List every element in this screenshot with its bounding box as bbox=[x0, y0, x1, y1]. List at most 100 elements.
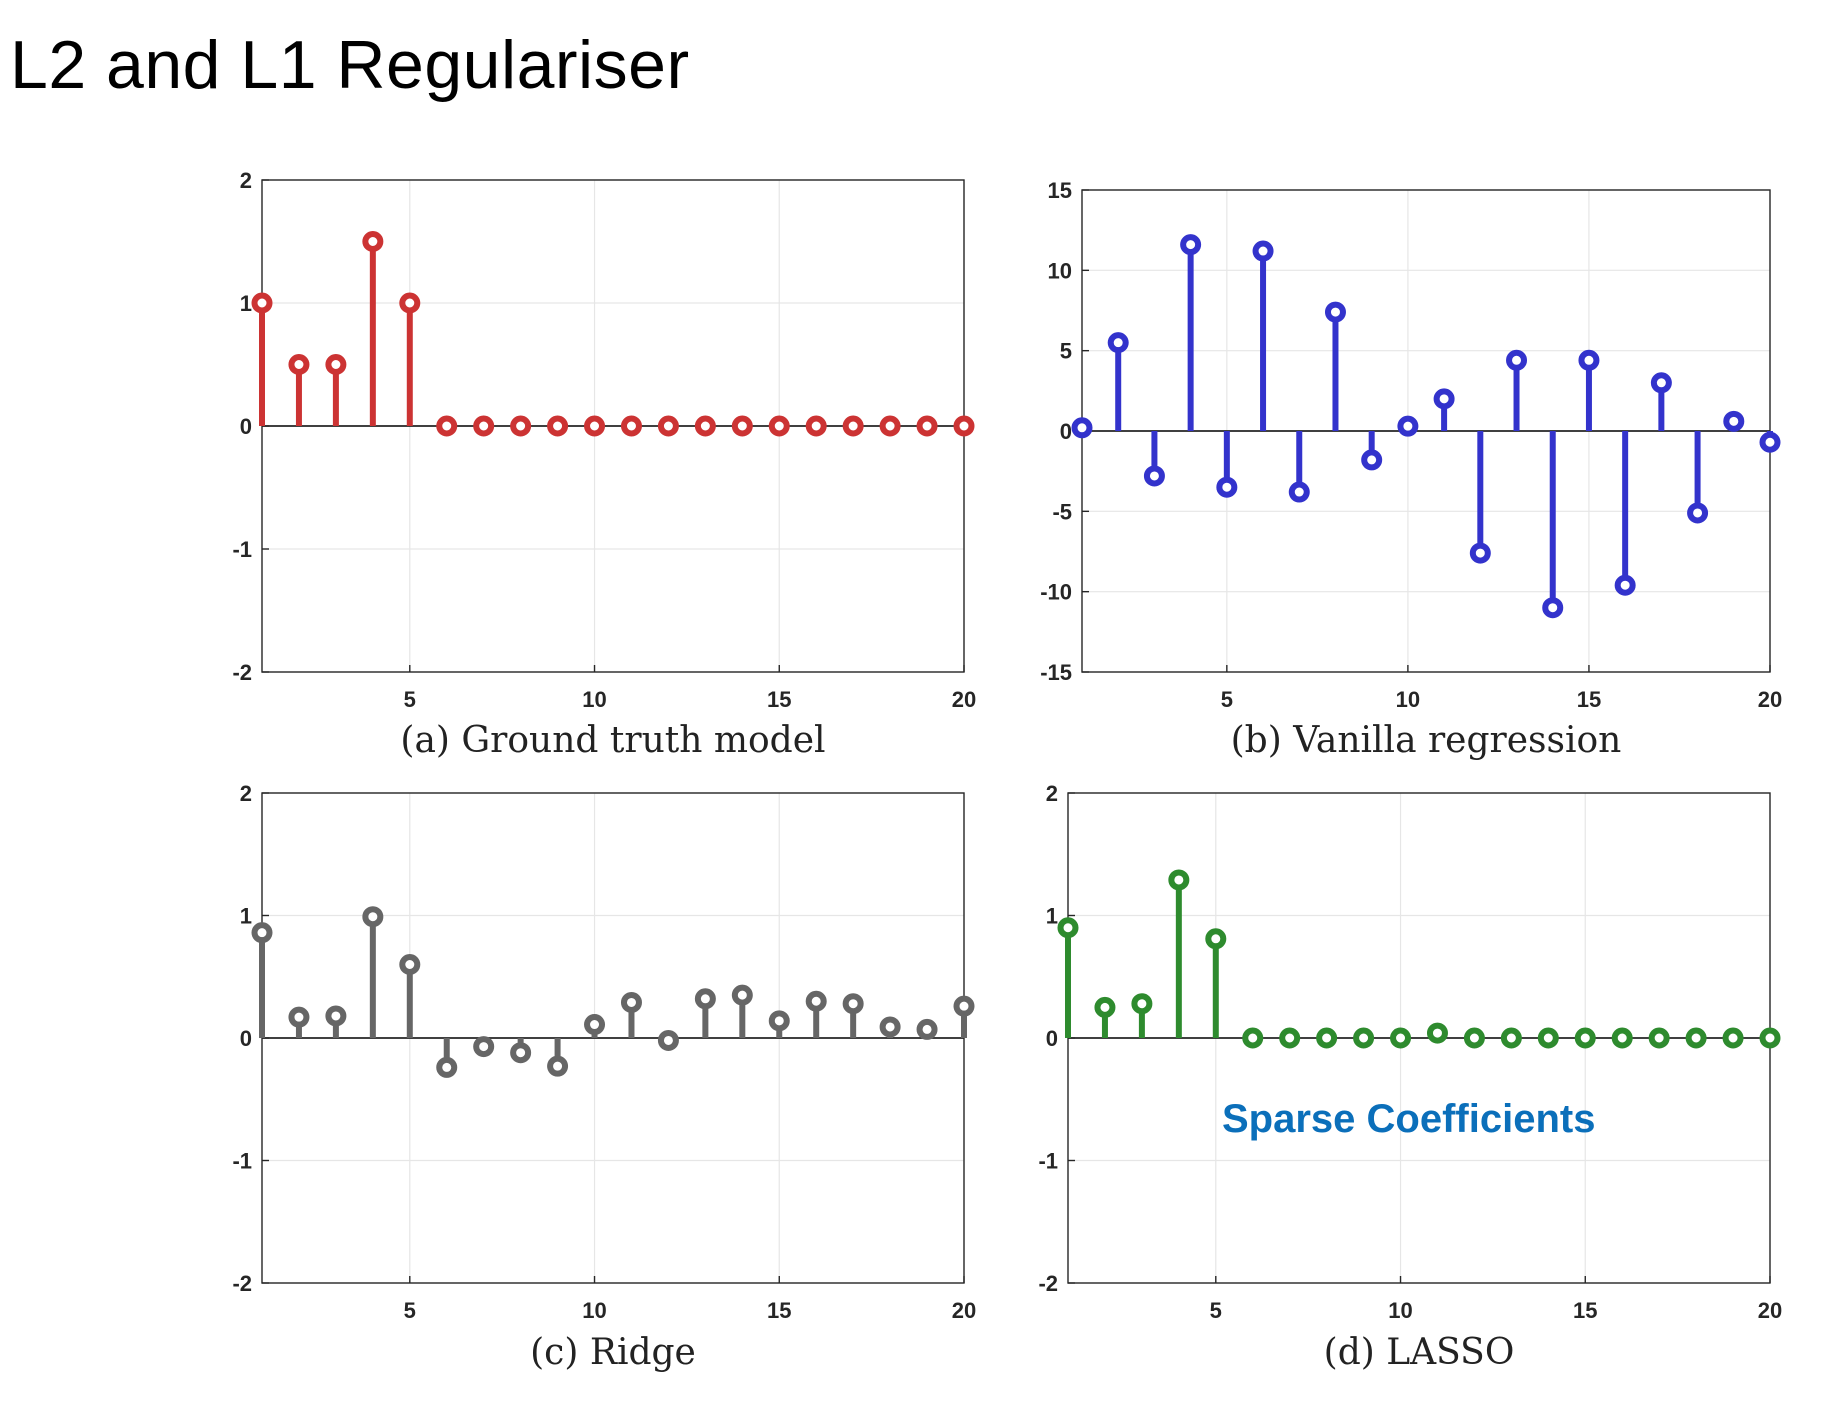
chart-c-point-2 bbox=[288, 1006, 310, 1028]
chart-b-point-18 bbox=[1687, 502, 1709, 524]
chart-b-ytick-0: 0 bbox=[1060, 419, 1072, 444]
chart-c-point-17 bbox=[842, 993, 864, 1015]
chart-d-point-17 bbox=[1648, 1027, 1670, 1049]
chart-c-point-18 bbox=[879, 1016, 901, 1038]
chart-c-xtick-20: 20 bbox=[952, 1298, 976, 1323]
chart-d-point-1 bbox=[1057, 917, 1079, 939]
chart-d-point-8 bbox=[1316, 1027, 1338, 1049]
chart-a-ytick-2: 2 bbox=[240, 168, 252, 193]
chart-c-point-15 bbox=[768, 1010, 790, 1032]
chart-d-point-20 bbox=[1759, 1027, 1781, 1049]
chart-a-point-1 bbox=[251, 292, 273, 314]
chart-c-point-7 bbox=[473, 1036, 495, 1058]
chart-b-xtick-10: 10 bbox=[1396, 687, 1420, 712]
chart-b-caption: (b) Vanilla regression bbox=[1231, 720, 1622, 761]
chart-d-xtick-5: 5 bbox=[1210, 1298, 1222, 1323]
chart-a: 5 10 15 20 -2 -1 0 1 2 (a) Ground truth model bbox=[232, 168, 976, 761]
chart-d-point-6 bbox=[1242, 1027, 1264, 1049]
chart-c-point-8 bbox=[510, 1042, 532, 1064]
chart-d-xtick-10: 10 bbox=[1388, 1298, 1412, 1323]
chart-c-xtick-10: 10 bbox=[582, 1298, 606, 1323]
chart-b-point-15 bbox=[1578, 349, 1600, 371]
chart-d-point-12 bbox=[1463, 1027, 1485, 1049]
chart-d-point-18 bbox=[1685, 1027, 1707, 1049]
chart-c-xtick-15: 15 bbox=[767, 1298, 791, 1323]
chart-a-point-7 bbox=[473, 415, 495, 437]
chart-b: 5 10 15 20 -15 -10 -5 0 5 10 15 (b) Vanilla regress… bbox=[1040, 178, 1782, 761]
chart-a-point-3 bbox=[325, 354, 347, 375]
chart-d: 5 10 15 20 -2 -1 0 1 2 (d) LASSO Sparse Coefficien… bbox=[1038, 781, 1782, 1373]
chart-d-ytick--2: -2 bbox=[1038, 1271, 1058, 1296]
chart-c-point-1 bbox=[251, 922, 273, 944]
chart-c-point-19 bbox=[916, 1018, 938, 1040]
chart-c-ytick-2: 2 bbox=[240, 781, 252, 806]
chart-a-point-18 bbox=[879, 415, 901, 437]
chart-b-point-9 bbox=[1361, 449, 1383, 471]
chart-a-point-14 bbox=[731, 415, 753, 437]
chart-b-point-2 bbox=[1107, 332, 1129, 354]
chart-d-point-16 bbox=[1611, 1027, 1633, 1049]
chart-a-xtick-5: 5 bbox=[404, 687, 416, 712]
chart-b-xtick-20: 20 bbox=[1758, 687, 1782, 712]
chart-a-xtick-15: 15 bbox=[767, 687, 791, 712]
chart-a-caption: (a) Ground truth model bbox=[400, 720, 825, 761]
chart-b-point-5 bbox=[1216, 476, 1238, 498]
chart-b-point-1 bbox=[1071, 417, 1093, 439]
chart-b-xtick-15: 15 bbox=[1577, 687, 1601, 712]
chart-c-point-5 bbox=[399, 954, 421, 975]
chart-d-xtick-20: 20 bbox=[1758, 1298, 1782, 1323]
chart-b-ytick-15: 15 bbox=[1048, 178, 1072, 203]
chart-a-point-10 bbox=[584, 415, 606, 437]
chart-c-point-16 bbox=[805, 990, 827, 1012]
chart-c-point-9 bbox=[547, 1055, 569, 1077]
chart-c-point-4 bbox=[362, 906, 384, 928]
chart-b-point-3 bbox=[1143, 465, 1165, 487]
chart-a-xtick-10: 10 bbox=[582, 687, 606, 712]
chart-c-ytick-0: 0 bbox=[240, 1026, 252, 1051]
chart-d-ytick-1: 1 bbox=[1046, 904, 1058, 929]
chart-d-point-4 bbox=[1168, 869, 1190, 891]
chart-a-point-2 bbox=[288, 354, 310, 375]
chart-b-point-20 bbox=[1759, 431, 1781, 453]
chart-d-point-3 bbox=[1131, 993, 1153, 1015]
chart-c-point-6 bbox=[436, 1056, 458, 1078]
chart-c-ytick--1: -1 bbox=[232, 1149, 252, 1174]
chart-c-point-11 bbox=[620, 991, 642, 1013]
chart-c-xtick-5: 5 bbox=[404, 1298, 416, 1323]
chart-d-annotation: Sparse Coefficients bbox=[1222, 1097, 1595, 1141]
chart-b-point-16 bbox=[1614, 574, 1636, 596]
chart-d-xtick-15: 15 bbox=[1573, 1298, 1597, 1323]
chart-b-ytick--10: -10 bbox=[1040, 580, 1072, 605]
chart-d-point-2 bbox=[1094, 996, 1116, 1018]
chart-a-point-9 bbox=[547, 415, 569, 437]
chart-a-point-13 bbox=[694, 415, 716, 437]
chart-b-xtick-5: 5 bbox=[1221, 687, 1233, 712]
chart-c-point-20 bbox=[953, 995, 975, 1017]
page-title: L2 and L1 Regulariser bbox=[10, 27, 690, 103]
chart-c-point-3 bbox=[325, 1005, 347, 1027]
chart-b-point-4 bbox=[1180, 234, 1202, 256]
chart-d-point-5 bbox=[1205, 928, 1227, 950]
chart-c-point-14 bbox=[731, 984, 753, 1006]
chart-b-point-19 bbox=[1723, 410, 1745, 432]
chart-d-ytick--1: -1 bbox=[1038, 1149, 1058, 1174]
chart-d-point-13 bbox=[1500, 1027, 1522, 1049]
chart-b-point-17 bbox=[1650, 372, 1672, 394]
chart-c-caption: (c) Ridge bbox=[530, 1332, 696, 1373]
chart-d-point-11 bbox=[1426, 1022, 1448, 1044]
chart-b-point-13 bbox=[1506, 349, 1528, 371]
chart-a-point-15 bbox=[768, 415, 790, 437]
chart-a-point-4 bbox=[362, 231, 384, 252]
chart-d-point-19 bbox=[1722, 1027, 1744, 1049]
chart-c-ytick--2: -2 bbox=[232, 1271, 252, 1296]
chart-b-point-12 bbox=[1469, 542, 1491, 564]
chart-a-point-8 bbox=[510, 415, 532, 437]
chart-b-ytick--15: -15 bbox=[1040, 660, 1072, 685]
chart-b-point-14 bbox=[1542, 597, 1564, 619]
chart-a-ytick-0: 0 bbox=[240, 414, 252, 439]
chart-d-point-10 bbox=[1390, 1027, 1412, 1049]
chart-c: 5 10 15 20 -2 -1 0 1 2 (c) Ridge bbox=[232, 781, 976, 1373]
chart-d-ytick-2: 2 bbox=[1046, 781, 1058, 806]
chart-a-ytick--2: -2 bbox=[232, 660, 252, 685]
